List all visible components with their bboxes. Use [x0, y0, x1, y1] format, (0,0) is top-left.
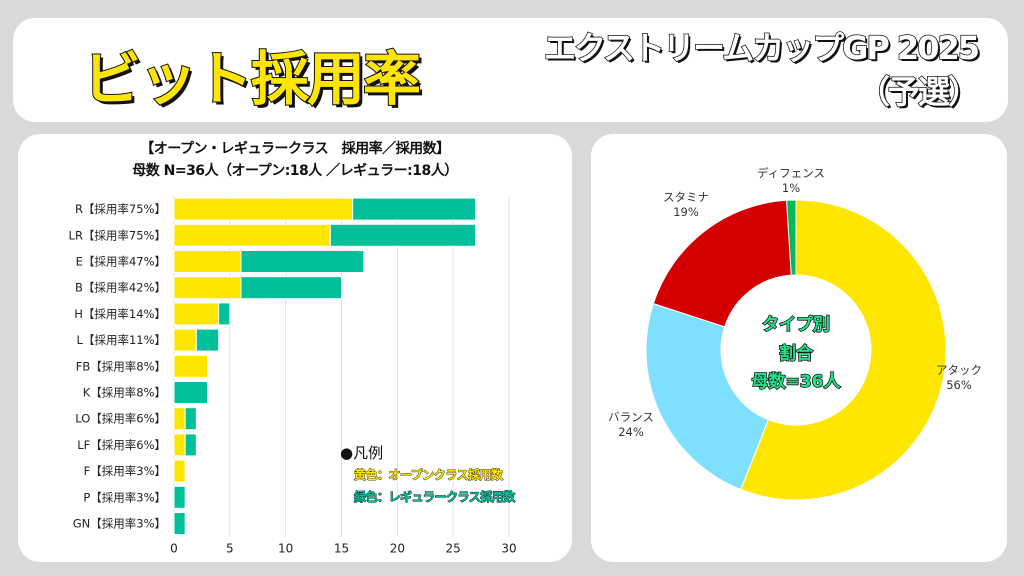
category-label: R【採用率75%】	[75, 202, 166, 216]
donut-slice	[786, 199, 797, 276]
bar-regular	[184, 407, 197, 431]
donut-center-line3: 母数=36人	[751, 371, 841, 393]
bar-chart: 0 5 10 15 20 25 30 R【採用率75%】 LR【採用率75%】 E【採用率47%】…	[69, 196, 517, 556]
bar-regular	[195, 328, 220, 352]
slice-value-label: 24%	[618, 425, 644, 439]
slice-label: バランス	[608, 410, 654, 424]
bar-chart-title-line1: 【オープン・レギュラークラス 採用率／採用数】	[140, 141, 450, 157]
bar-chart-title-line2: 母数 N=36人（オープン:18人 ／レギュラー:18人）	[132, 163, 458, 179]
category-label: GN【採用率3%】	[73, 517, 166, 531]
bar-regular	[240, 276, 342, 300]
page-title: ビット採用率	[82, 44, 422, 114]
category-label: E【採用率47%】	[76, 255, 166, 269]
donut-slice	[740, 199, 947, 501]
x-tick-label: 20	[390, 542, 405, 556]
header-panel: ビット採用率 エクストリームカップGP 2025 （予選）	[13, 18, 1008, 122]
event-title: エクストリームカップGP 2025 （予選）	[543, 26, 981, 114]
legend-title: ●凡例	[340, 444, 384, 462]
bar-regular	[329, 223, 477, 247]
event-title-line2: （予選）	[857, 72, 981, 112]
bar-open	[173, 459, 186, 483]
bar-regular	[173, 485, 186, 509]
x-tick-label: 25	[446, 542, 461, 556]
category-label: FB【採用率8%】	[76, 359, 166, 373]
category-label: LO【採用率6%】	[75, 412, 166, 426]
bar-open	[173, 354, 208, 378]
category-label: H【採用率14%】	[74, 307, 166, 321]
bar-open	[173, 407, 186, 431]
bar-open	[173, 197, 354, 221]
category-label: L【採用率11%】	[77, 333, 166, 347]
bar-open	[173, 433, 186, 457]
bar-open	[173, 276, 242, 300]
pie-chart-panel: アタック 56% バランス 24% スタミナ 19% ディフェンス 1% タイプ別 割合 母数…	[591, 134, 1007, 562]
slice-value-label: 1%	[782, 181, 800, 195]
donut-slice	[652, 199, 792, 328]
bar-regular	[352, 197, 476, 221]
event-title-line1: エクストリームカップGP 2025	[543, 28, 981, 68]
bar-regular	[184, 433, 197, 457]
x-tick-label: 5	[226, 542, 234, 556]
category-label: F【採用率3%】	[84, 464, 166, 478]
bar-regular	[173, 512, 186, 535]
bar-regular	[240, 250, 365, 273]
donut-center-line1: タイプ別	[761, 314, 831, 336]
slice-label: アタック	[936, 363, 982, 377]
category-label: LF【採用率6%】	[77, 438, 166, 452]
slice-label: ディフェンス	[757, 166, 825, 180]
x-tick-label: 30	[501, 542, 516, 556]
legend-regular: 緑色：レギュラークラス採用数	[354, 490, 516, 505]
slice-value-label: 56%	[946, 378, 972, 392]
category-label: B【採用率42%】	[75, 281, 166, 295]
category-label: P【採用率3%】	[83, 490, 166, 504]
bar-regular	[218, 302, 231, 326]
x-tick-label: 10	[278, 542, 293, 556]
category-label: K【採用率8%】	[83, 386, 166, 400]
x-tick-label: 15	[334, 542, 349, 556]
bar-chart-panel: 【オープン・レギュラークラス 採用率／採用数】 母数 N=36人（オープン:18…	[18, 134, 572, 562]
bar-regular	[173, 381, 208, 404]
slice-value-label: 19%	[673, 205, 699, 219]
bar-open	[173, 223, 331, 247]
donut-slice	[645, 303, 770, 491]
bar-open	[173, 302, 220, 326]
bar-open	[173, 328, 197, 352]
x-tick-label: 0	[170, 542, 178, 556]
bar-open	[173, 250, 242, 273]
slice-label: スタミナ	[663, 190, 709, 204]
donut-center-line2: 割合	[778, 343, 814, 365]
legend-open: 黄色：オープンクラス採用数	[354, 468, 504, 483]
category-label: LR【採用率75%】	[69, 228, 166, 242]
